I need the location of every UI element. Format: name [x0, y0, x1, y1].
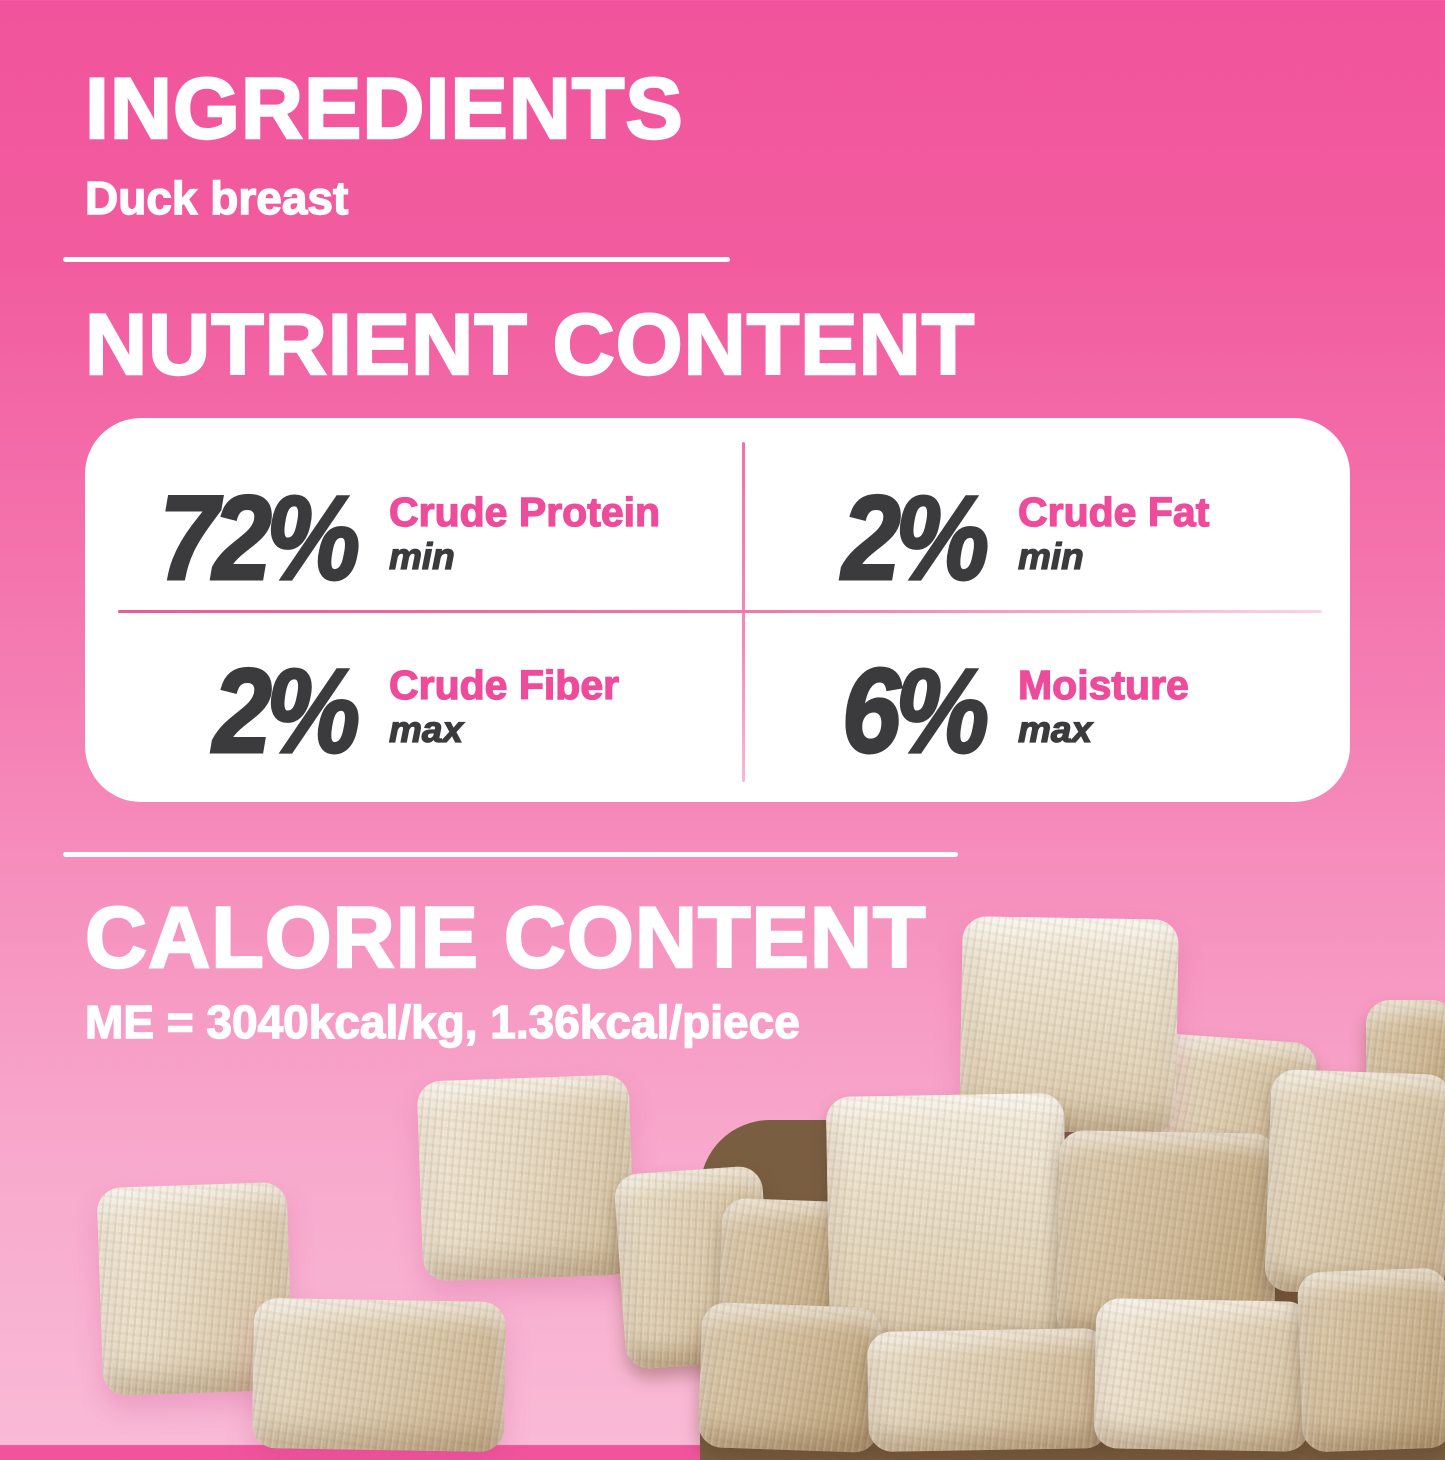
nutrient-qualifier: max	[388, 708, 464, 750]
treat-cube	[96, 1181, 294, 1397]
nutrient-crude-protein: 72% Crude Protein min	[105, 458, 730, 618]
nutrient-crude-fiber: 2% Crude Fiber max	[105, 631, 730, 791]
treat-cube	[697, 1301, 883, 1454]
calorie-divider	[63, 852, 958, 857]
treat-cube	[251, 1297, 507, 1453]
treat-pile-shadow	[700, 1120, 1445, 1460]
nutrient-qualifier: min	[1017, 535, 1084, 577]
treat-cube	[1141, 1032, 1319, 1172]
treat-cube	[1093, 1298, 1312, 1452]
nutrient-label: Crude Fiber	[388, 662, 620, 709]
treat-cube	[613, 1165, 775, 1370]
nutrient-card-horizontal-divider	[118, 610, 1322, 613]
treat-cube	[1366, 1000, 1445, 1140]
treat-cube	[825, 1092, 1069, 1353]
nutrient-value: 72%	[158, 471, 361, 605]
nutrient-value: 2%	[841, 471, 991, 605]
ingredients-divider	[63, 257, 730, 262]
nutrient-qualifier: min	[388, 535, 455, 577]
nutrient-label: Crude Fat	[1017, 489, 1210, 536]
nutrient-crude-fat: 2% Crude Fat min	[734, 458, 1359, 618]
treat-cube	[1264, 1068, 1445, 1298]
treat-cube	[1056, 1130, 1278, 1342]
ingredients-title: INGREDIENTS	[84, 61, 684, 157]
treat-cube	[416, 1074, 636, 1282]
ingredients-value: Duck breast	[84, 172, 349, 224]
treat-cube	[717, 1197, 853, 1363]
nutrient-content-title: NUTRIENT CONTENT	[84, 297, 976, 393]
treat-cube	[959, 916, 1179, 1134]
nutrient-label: Moisture	[1017, 662, 1189, 709]
treat-cube	[866, 1327, 1110, 1453]
nutrient-value: 6%	[841, 644, 991, 778]
nutrient-qualifier: max	[1017, 708, 1093, 750]
nutrient-label: Crude Protein	[388, 489, 661, 536]
calorie-content-value: ME = 3040kcal/kg, 1.36kcal/piece	[84, 996, 800, 1048]
nutrient-value: 2%	[212, 644, 362, 778]
treat-cube	[1296, 1267, 1445, 1453]
nutrient-moisture: 6% Moisture max	[734, 631, 1359, 791]
calorie-content-title: CALORIE CONTENT	[84, 890, 927, 986]
